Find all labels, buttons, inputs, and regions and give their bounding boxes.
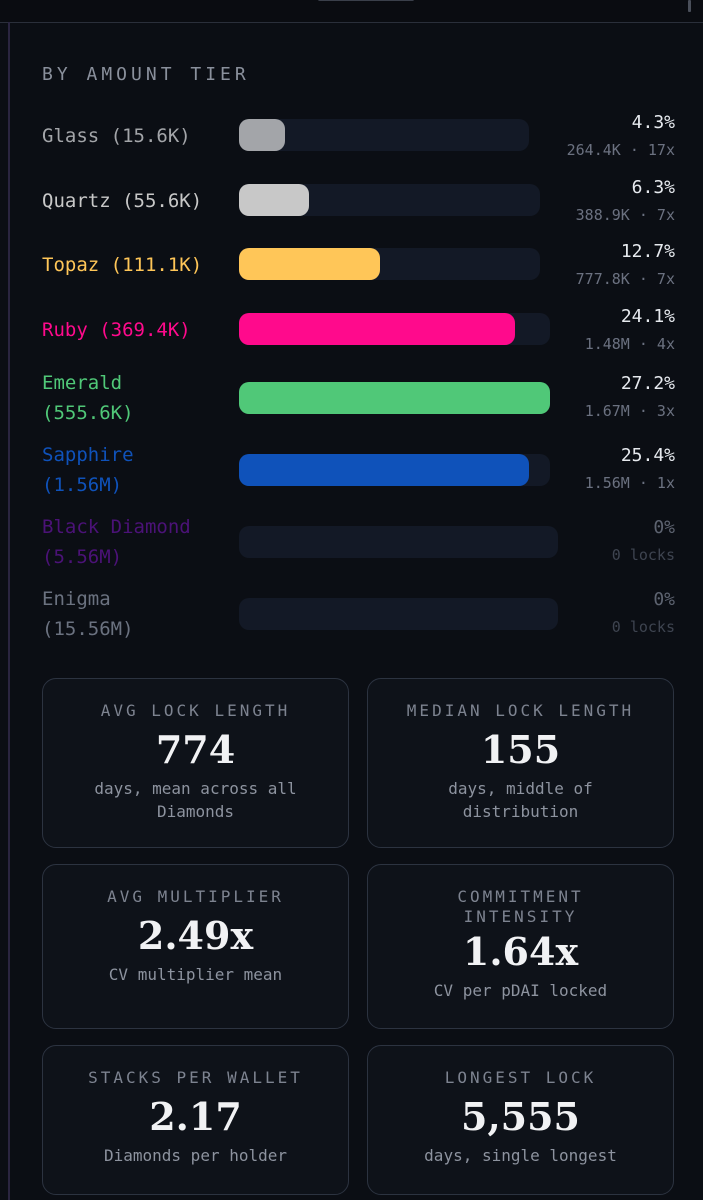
tier-percent: 27.2% (620, 373, 675, 394)
top-indicator (688, 0, 691, 12)
card-description: CV per pDAI locked (433, 981, 608, 1000)
tier-percent: 24.1% (620, 306, 675, 327)
tier-label: Quartz (55.6K) (42, 190, 203, 212)
card-value: 1.64x (462, 929, 579, 974)
card-value: 774 (155, 727, 236, 772)
card-value: 5,555 (461, 1094, 580, 1139)
card-title: AVG MULTIPLIER (107, 887, 284, 906)
tier-detail: 0 locks (611, 618, 675, 636)
tier-bar-track (239, 184, 540, 216)
tier-detail: 777.8K · 7x (575, 270, 675, 288)
tier-label: Ruby (369.4K) (42, 319, 191, 341)
card-title: COMMITMENT INTENSITY (457, 887, 584, 926)
tier-label: Black Diamond (5.56M) (42, 516, 191, 568)
tier-detail: 1.56M · 1x (584, 474, 675, 492)
tier-label: Topaz (111.1K) (42, 254, 203, 276)
tier-bar-track (239, 598, 558, 630)
card-value: 2.49x (137, 913, 254, 958)
card-description: days, mean across all Diamonds (94, 779, 297, 821)
stat-card-commitment-intensity: COMMITMENT INTENSITY 1.64x CV per pDAI l… (367, 864, 674, 1029)
top-notch (318, 0, 414, 1)
tier-percent: 6.3% (631, 177, 675, 198)
stat-card-median-lock-length: MEDIAN LOCK LENGTH 155 days, middle of d… (367, 678, 674, 848)
card-title: AVG LOCK LENGTH (100, 701, 291, 720)
tier-percent: 4.3% (631, 112, 675, 133)
tier-bar-track (239, 313, 550, 345)
tier-detail: 1.67M · 3x (584, 402, 675, 420)
card-description: Diamonds per holder (103, 1146, 288, 1165)
tier-percent: 0% (653, 517, 675, 538)
left-accent-line (8, 22, 10, 1200)
tier-bar-track (239, 119, 529, 151)
tier-bar-fill (239, 248, 380, 280)
tier-bar-fill (239, 313, 515, 345)
tier-percent: 25.4% (620, 445, 675, 466)
card-title: LONGEST LOCK (444, 1068, 597, 1087)
card-description: days, middle of distribution (448, 779, 593, 821)
tier-bar-fill (239, 382, 550, 414)
tier-detail: 388.9K · 7x (575, 206, 675, 224)
tier-detail: 264.4K · 17x (566, 141, 675, 159)
tier-percent: 0% (653, 589, 675, 610)
stat-card-stacks-per-wallet: STACKS PER WALLET 2.17 Diamonds per hold… (42, 1045, 349, 1195)
tier-bar-track (239, 526, 558, 558)
card-value: 2.17 (149, 1094, 242, 1139)
card-title: MEDIAN LOCK LENGTH (406, 701, 635, 720)
tier-detail: 0 locks (611, 546, 675, 564)
card-description: CV multiplier mean (108, 965, 283, 984)
tier-percent: 12.7% (620, 241, 675, 262)
top-bar (0, 0, 703, 23)
tier-label: Glass (15.6K) (42, 125, 191, 147)
tier-label: Emerald (555.6K) (42, 372, 134, 424)
tier-label: Enigma (15.56M) (42, 588, 134, 640)
tier-bar-track (239, 248, 540, 280)
tier-detail: 1.48M · 4x (584, 335, 675, 353)
card-description: days, single longest (424, 1146, 617, 1165)
stat-card-longest-lock: LONGEST LOCK 5,555 days, single longest (367, 1045, 674, 1195)
card-title: STACKS PER WALLET (88, 1068, 303, 1087)
stat-card-avg-multiplier: AVG MULTIPLIER 2.49x CV multiplier mean (42, 864, 349, 1029)
section-title: BY AMOUNT TIER (42, 64, 250, 85)
tier-bar-fill (239, 184, 309, 216)
card-value: 155 (480, 727, 561, 772)
tier-bar-track (239, 454, 550, 486)
stat-card-avg-lock-length: AVG LOCK LENGTH 774 days, mean across al… (42, 678, 349, 848)
tier-bar-fill (239, 454, 530, 486)
tier-label: Sapphire (1.56M) (42, 444, 134, 496)
tier-bar-track (239, 382, 550, 414)
tier-bar-fill (239, 119, 285, 151)
